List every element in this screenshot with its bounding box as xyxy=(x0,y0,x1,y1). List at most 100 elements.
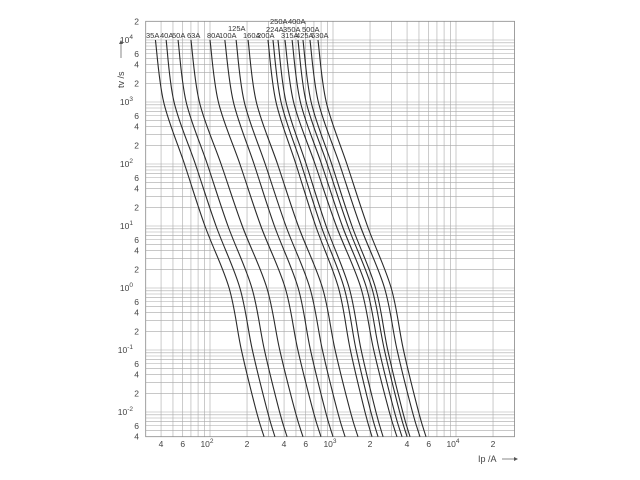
tick-base: 10 xyxy=(120,159,130,169)
curve-label-40a: 40A xyxy=(160,31,173,40)
y-tick-label: 103 xyxy=(120,96,133,107)
y-tick-label: 10-1 xyxy=(118,344,134,355)
tick-exponent: 4 xyxy=(129,34,133,41)
y-tick-label: 4 xyxy=(134,308,139,318)
y-axis-label-text: tv /s xyxy=(116,71,126,88)
y-tick-label: 4 xyxy=(134,246,139,256)
grid xyxy=(145,21,515,437)
curve-label-250a: 250A xyxy=(270,17,288,26)
y-tick-label: 4 xyxy=(134,60,139,70)
y-axis-label: tv /s xyxy=(116,40,126,88)
x-tick-labels: 4 6 102 2 4 6 103 2 4 6 104 2 xyxy=(159,438,496,449)
y-axis-arrowhead-icon xyxy=(119,40,123,44)
curves xyxy=(154,39,427,437)
tick-base: 6 xyxy=(134,359,139,369)
tick-base: 10 xyxy=(118,407,128,417)
y-tick-label: 4 xyxy=(134,122,139,132)
tick-base: 10 xyxy=(446,439,456,449)
tick-exponent: 3 xyxy=(333,438,337,445)
curve-label-125a: 125A xyxy=(228,24,246,33)
curve-label-200a: 200A xyxy=(257,31,275,40)
tick-exponent: 2 xyxy=(210,438,214,445)
tick-base: 6 xyxy=(134,421,139,431)
tick-base: 6 xyxy=(180,439,185,449)
x-tick-label: 6 xyxy=(303,439,308,449)
x-tick-label: 104 xyxy=(446,438,459,449)
x-axis-label: Ip /A xyxy=(478,454,518,464)
y-tick-label: 4 xyxy=(134,370,139,380)
curve-35a xyxy=(154,39,265,437)
tick-base: 10 xyxy=(120,35,130,45)
tick-base: 10 xyxy=(323,439,333,449)
tick-base: 2 xyxy=(245,439,250,449)
curve-200a xyxy=(267,39,373,437)
curve-label-630a: 630A xyxy=(311,31,329,40)
curve-500a xyxy=(309,39,421,437)
tick-base: 10 xyxy=(118,345,128,355)
curve-315a xyxy=(284,39,398,437)
tick-base: 6 xyxy=(134,49,139,59)
curve-label-500a: 500A xyxy=(302,25,320,34)
curve-80a xyxy=(209,39,322,437)
y-tick-label: 100 xyxy=(120,282,133,293)
tick-base: 2 xyxy=(134,16,139,26)
tick-base: 4 xyxy=(159,439,164,449)
tick-base: 4 xyxy=(134,60,139,70)
curve-100a xyxy=(224,39,334,437)
tick-base: 2 xyxy=(134,140,139,150)
tick-base: 4 xyxy=(405,439,410,449)
x-tick-label: 103 xyxy=(323,438,336,449)
curve-label-400a: 400A xyxy=(288,17,306,26)
curve-125a xyxy=(235,39,346,437)
tick-base: 2 xyxy=(134,326,139,336)
curve-224a xyxy=(272,39,379,437)
tick-exponent: 0 xyxy=(129,282,133,289)
tick-exponent: 1 xyxy=(129,220,133,227)
tick-base: 10 xyxy=(120,97,130,107)
y-tick-label: 4 xyxy=(134,184,139,194)
tick-base: 10 xyxy=(120,221,130,231)
curve-160a xyxy=(247,39,359,437)
y-tick-label: 2 xyxy=(134,78,139,88)
tick-base: 10 xyxy=(200,439,210,449)
x-tick-label: 6 xyxy=(180,439,185,449)
tick-base: 4 xyxy=(134,432,139,442)
y-tick-label: 101 xyxy=(120,220,133,231)
tick-base: 2 xyxy=(134,388,139,398)
y-tick-label: 6 xyxy=(134,421,139,431)
y-tick-label: 2 xyxy=(134,202,139,212)
curve-50a xyxy=(177,39,288,437)
tick-base: 4 xyxy=(282,439,287,449)
y-tick-label: 102 xyxy=(120,158,133,169)
curve-label-80a: 80A xyxy=(207,31,220,40)
plot-frame xyxy=(145,20,515,438)
x-tick-label: 2 xyxy=(368,439,373,449)
tick-exponent: 4 xyxy=(456,438,460,445)
y-tick-label: 2 xyxy=(134,326,139,336)
curve-630a xyxy=(317,39,427,437)
y-tick-label: 104 xyxy=(120,34,133,45)
curve-label-160a: 160A xyxy=(243,31,261,40)
x-tick-label: 4 xyxy=(159,439,164,449)
x-tick-label: 2 xyxy=(245,439,250,449)
tick-base: 6 xyxy=(134,297,139,307)
curve-label-35a: 35A xyxy=(146,31,159,40)
curve-250a xyxy=(277,39,384,437)
tick-base: 2 xyxy=(134,202,139,212)
curve-425a xyxy=(302,39,411,437)
curve-40a xyxy=(165,39,276,437)
x-tick-label: 2 xyxy=(491,439,496,449)
tick-base: 6 xyxy=(134,111,139,121)
y-tick-label: 2 xyxy=(134,264,139,274)
tick-exponent: 2 xyxy=(129,158,133,165)
tick-base: 4 xyxy=(134,184,139,194)
x-tick-label: 4 xyxy=(282,439,287,449)
y-tick-label: 6 xyxy=(134,297,139,307)
tick-base: 6 xyxy=(134,173,139,183)
curve-label-425a: 425A xyxy=(296,31,314,40)
tick-base: 2 xyxy=(134,264,139,274)
y-tick-labels: 210464210364210264210164210064210-164210… xyxy=(118,16,140,441)
tick-base: 4 xyxy=(134,370,139,380)
tick-base: 6 xyxy=(134,235,139,245)
